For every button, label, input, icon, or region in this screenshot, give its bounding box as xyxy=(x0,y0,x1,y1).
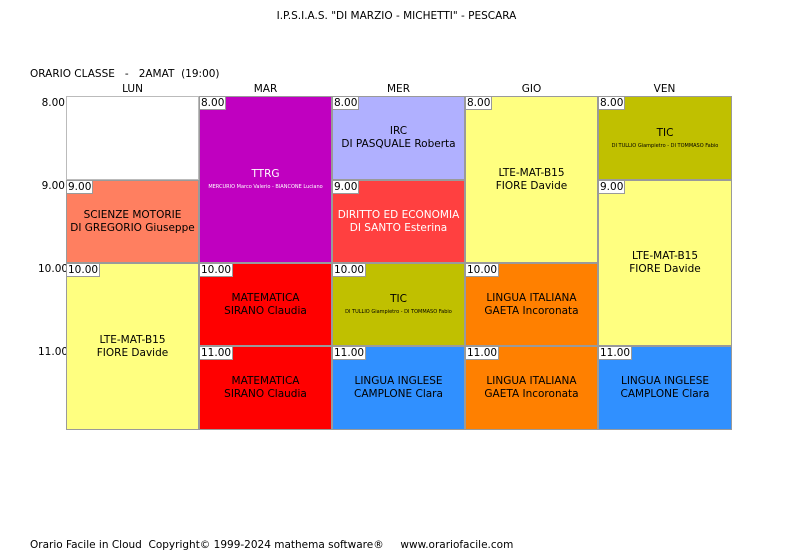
lesson-start-time: 8.00 xyxy=(598,96,626,110)
lesson-teacher: FIORE Davide xyxy=(629,263,701,275)
lesson-subject: MATEMATICA xyxy=(231,291,300,304)
lesson-teacher: FIORE Davide xyxy=(495,179,568,192)
lesson-teacher: DI PASQUALE Roberta xyxy=(341,138,456,150)
lesson-subject: LTE-MAT-B15 xyxy=(498,166,565,179)
lesson-block[interactable]: 8.00 TTRG MERCURIO Marco Valerio - BIANC… xyxy=(199,96,332,263)
day-header-mar: MAR xyxy=(253,83,278,95)
lesson-start-time: 10.00 xyxy=(465,263,500,277)
lesson-subject: IRC xyxy=(389,125,408,137)
lesson-subject: TTRG xyxy=(251,168,280,180)
lesson-subject: LTE-MAT-B15 xyxy=(631,250,699,262)
hour-label-10: 10.00 xyxy=(38,263,69,275)
lesson-subject: LINGUA ITALIANA xyxy=(486,375,577,387)
day-header-mer: MER xyxy=(387,83,410,95)
lesson-subject: LINGUA INGLESE xyxy=(620,375,709,387)
lesson-block[interactable]: 11.00 MATEMATICA SIRANO Claudia xyxy=(199,346,332,430)
lesson-teacher: FIORE Davide xyxy=(96,346,169,359)
lesson-subject: TIC xyxy=(390,293,407,305)
lesson-teacher: GAETA Incoronata xyxy=(484,388,579,400)
lesson-block[interactable]: 10.00 LTE-MAT-B15 FIORE Davide xyxy=(66,263,199,430)
hour-label-8: 8.00 xyxy=(41,97,65,109)
lesson-block[interactable]: 8.00 TIC DI TULLIO Giampietro - DI TOMMA… xyxy=(598,96,732,180)
lesson-block[interactable]: 9.00 LTE-MAT-B15 FIORE Davide xyxy=(598,180,732,346)
lesson-block[interactable]: 11.00 LINGUA INGLESE CAMPLONE Clara xyxy=(332,346,465,430)
lesson-subject: LINGUA ITALIANA xyxy=(486,291,577,304)
lesson-block[interactable]: 8.00 LTE-MAT-B15 FIORE Davide xyxy=(465,96,598,263)
lesson-teacher: SIRANO Claudia xyxy=(224,388,307,400)
empty-slot xyxy=(66,96,199,180)
lesson-block[interactable]: 10.00 LINGUA ITALIANA GAETA Incoronata xyxy=(465,263,598,346)
lesson-subject: TIC xyxy=(656,126,674,139)
lesson-subject: SCIENZE MOTORIE xyxy=(83,208,182,221)
lesson-teacher: DI SANTO Esterina xyxy=(349,221,448,234)
lesson-start-time: 10.00 xyxy=(332,263,367,277)
lesson-teacher: SIRANO Claudia xyxy=(224,304,307,317)
lesson-subject: LTE-MAT-B15 xyxy=(99,333,166,346)
lesson-start-time: 8.00 xyxy=(332,96,360,110)
hour-label-11: 11.00 xyxy=(38,346,69,358)
lesson-start-time: 9.00 xyxy=(66,180,94,194)
lesson-teacher: DI TULLIO Giampietro - DI TOMMASO Fabio xyxy=(611,142,719,149)
class-label: ORARIO CLASSE - 2AMAT (19:00) xyxy=(30,68,220,80)
lesson-teacher: MERCURIO Marco Valerio - BIANCONE Lucian… xyxy=(208,184,323,190)
lesson-block[interactable]: 10.00 MATEMATICA SIRANO Claudia xyxy=(199,263,332,346)
footer-copyright: Orario Facile in Cloud Copyright© 1999-2… xyxy=(30,539,514,551)
lesson-teacher: DI TULLIO Giampietro - DI TOMMASO Fabio xyxy=(345,309,452,315)
hour-label-9: 9.00 xyxy=(41,180,65,192)
lesson-teacher: DI GREGORIO Giuseppe xyxy=(70,221,195,234)
lesson-start-time: 9.00 xyxy=(598,180,626,194)
lesson-teacher: CAMPLONE Clara xyxy=(620,388,710,400)
lesson-start-time: 10.00 xyxy=(66,263,101,277)
lesson-teacher: GAETA Incoronata xyxy=(484,304,579,317)
lesson-block[interactable]: 11.00 LINGUA ITALIANA GAETA Incoronata xyxy=(465,346,598,430)
lesson-start-time: 11.00 xyxy=(199,346,234,360)
lesson-start-time: 8.00 xyxy=(199,96,227,110)
lesson-block[interactable]: 10.00 TIC DI TULLIO Giampietro - DI TOMM… xyxy=(332,263,465,346)
lesson-start-time: 11.00 xyxy=(332,346,367,360)
lesson-subject: LINGUA INGLESE xyxy=(354,375,443,387)
lesson-start-time: 8.00 xyxy=(465,96,493,110)
lesson-start-time: 11.00 xyxy=(465,346,500,360)
lesson-start-time: 9.00 xyxy=(332,180,360,194)
lesson-teacher: CAMPLONE Clara xyxy=(354,388,443,400)
school-title: I.P.S.I.A.S. "DI MARZIO - MICHETTI" - PE… xyxy=(276,10,517,22)
lesson-block[interactable]: 11.00 LINGUA INGLESE CAMPLONE Clara xyxy=(598,346,732,430)
day-header-ven: VEN xyxy=(653,83,676,95)
lesson-subject: DIRITTO ED ECONOMIA xyxy=(337,208,460,221)
day-header-gio: GIO xyxy=(521,83,542,95)
lesson-block[interactable]: 8.00 IRC DI PASQUALE Roberta xyxy=(332,96,465,180)
lesson-block[interactable]: 9.00 SCIENZE MOTORIE DI GREGORIO Giusepp… xyxy=(66,180,199,263)
timetable-grid: 9.00 SCIENZE MOTORIE DI GREGORIO Giusepp… xyxy=(66,96,732,430)
lesson-subject: MATEMATICA xyxy=(231,375,300,387)
lesson-block[interactable]: 9.00 DIRITTO ED ECONOMIA DI SANTO Esteri… xyxy=(332,180,465,263)
day-header-lun: LUN xyxy=(122,83,143,95)
lesson-start-time: 10.00 xyxy=(199,263,234,277)
lesson-start-time: 11.00 xyxy=(598,346,633,360)
